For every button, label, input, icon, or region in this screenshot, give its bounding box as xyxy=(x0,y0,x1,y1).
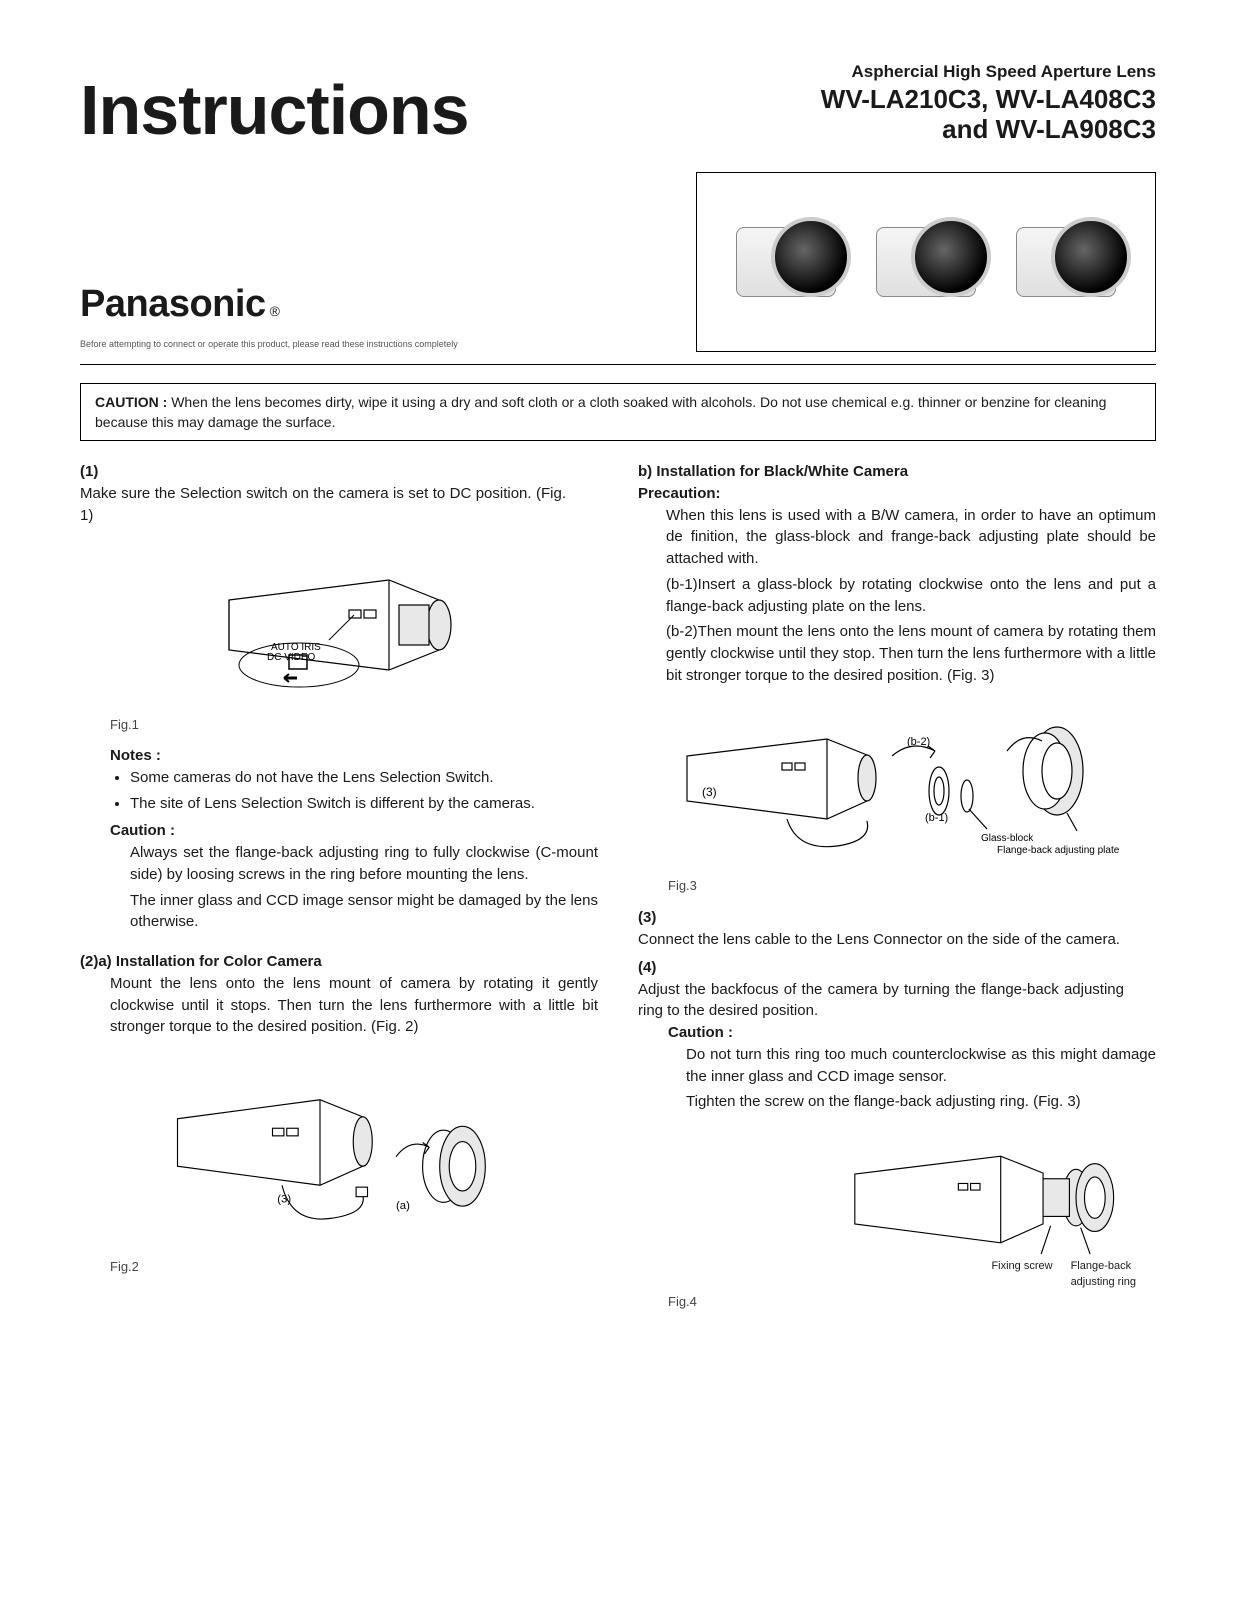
precaution-text: When this lens is used with a B/W camera… xyxy=(666,505,1156,570)
b2-label: (b-2) xyxy=(666,623,698,640)
right-column: b) Installation for Black/White Camera P… xyxy=(638,461,1156,1312)
step-2a: (2)a) Installation for Color Camera xyxy=(80,951,598,973)
b2-line: (b-2)Then mount the lens onto the lens m… xyxy=(666,621,1156,686)
step-2b-heading: b) Installation for Black/White Camera xyxy=(638,461,1156,483)
brand-logo: Panasonic ® xyxy=(80,277,279,332)
figure-3: (3) (b-1) (b-2) Glass-block Flange-back … xyxy=(638,701,1156,871)
product-image-box xyxy=(696,172,1156,352)
fig4-caption: Fig.4 xyxy=(668,1293,1156,1312)
precaution-heading: Precaution: xyxy=(638,483,1156,505)
figure-4: Fixing screw Flange-back adjusting ring xyxy=(638,1127,1156,1287)
fig3-label-b1: (b-1) xyxy=(925,812,948,824)
step-4-num: (4) xyxy=(638,957,666,979)
b2-text: Then mount the lens onto the lens mount … xyxy=(666,623,1156,684)
fig3-label-glass: Glass-block xyxy=(981,833,1034,844)
content-columns: (1) Make sure the Selection switch on th… xyxy=(80,461,1156,1312)
b1-text: Insert a glass-block by rotating clockwi… xyxy=(666,576,1156,615)
left-column: (1) Make sure the Selection switch on th… xyxy=(80,461,598,1312)
step-4-caution-p1: Do not turn this ring too much countercl… xyxy=(686,1044,1156,1088)
subtitle-line2: WV-LA210C3, WV-LA408C3 xyxy=(821,85,1156,115)
fig1-switch-bottom: DC VIDEO xyxy=(267,652,316,663)
lens-illustration-3 xyxy=(1006,207,1126,317)
horizontal-rule xyxy=(80,364,1156,365)
brand-note: Before attempting to connect or operate … xyxy=(80,338,458,351)
fig3-label-plate: Flange-back adjusting plate xyxy=(997,845,1120,856)
subtitle-block: Asphercial High Speed Aperture Lens WV-L… xyxy=(821,60,1156,144)
figure-1: AUTO IRIS DC VIDEO xyxy=(80,540,598,710)
fig2-label-3: (3) xyxy=(277,1194,291,1206)
step-4-caution-p2: Tighten the screw on the flange-back adj… xyxy=(686,1091,1156,1113)
step-1-num: (1) xyxy=(80,461,108,483)
fig2-label-a: (a) xyxy=(396,1200,410,1212)
notes-list: Some cameras do not have the Lens Select… xyxy=(130,767,598,815)
lens-illustration-2 xyxy=(866,207,986,317)
b1-line: (b-1)Insert a glass-block by rotating cl… xyxy=(666,574,1156,618)
fig3-label-b2: (b-2) xyxy=(907,736,930,748)
fig2-caption: Fig.2 xyxy=(110,1258,598,1277)
step-2a-text: Mount the lens onto the lens mount of ca… xyxy=(110,973,598,1038)
subtitle-line1: Asphercial High Speed Aperture Lens xyxy=(821,60,1156,85)
step-1: (1) Make sure the Selection switch on th… xyxy=(80,461,598,526)
camera-fig3-icon: (3) (b-1) (b-2) Glass-block Flange-back … xyxy=(667,701,1127,871)
brand-row: Panasonic ® Before attempting to connect… xyxy=(80,172,1156,352)
b1-label: (b-1) xyxy=(666,576,698,593)
fig4-label-ring: Flange-back adjusting ring xyxy=(1071,1259,1136,1291)
step-2a-heading: Installation for Color Camera xyxy=(116,953,322,970)
notes-heading: Notes : xyxy=(110,745,598,767)
fig1-caption: Fig.1 xyxy=(110,716,598,735)
note-2: The site of Lens Selection Switch is dif… xyxy=(130,793,598,815)
fig4-label-screw: Fixing screw xyxy=(991,1259,1052,1291)
caution-p2: The inner glass and CCD image sensor mig… xyxy=(130,890,598,934)
step-3-text: Connect the lens cable to the Lens Conne… xyxy=(638,929,1124,951)
main-title: Instructions xyxy=(80,60,469,162)
figure-2: (3) (a) xyxy=(80,1052,598,1252)
caution-heading-1: Caution : xyxy=(110,820,598,842)
caution-text: When the lens becomes dirty, wipe it usi… xyxy=(95,394,1106,430)
step-3: (3) Connect the lens cable to the Lens C… xyxy=(638,907,1156,951)
note-1: Some cameras do not have the Lens Select… xyxy=(130,767,598,789)
step-4-text: Adjust the backfocus of the camera by tu… xyxy=(638,979,1124,1023)
caution-box: CAUTION : When the lens becomes dirty, w… xyxy=(80,383,1156,442)
step-4-caution-heading: Caution : xyxy=(668,1022,1156,1044)
brand-text: Panasonic xyxy=(80,277,266,332)
step-1-text: Make sure the Selection switch on the ca… xyxy=(80,483,566,527)
step-2a-num: (2)a) xyxy=(80,953,112,970)
registered-mark: ® xyxy=(270,301,280,321)
step-3-num: (3) xyxy=(638,907,666,929)
header-row: Instructions Asphercial High Speed Apert… xyxy=(80,60,1156,162)
fig3-label-3: (3) xyxy=(702,785,717,799)
fig4-labels: Fixing screw Flange-back adjusting ring xyxy=(991,1259,1136,1291)
fig3-caption: Fig.3 xyxy=(668,877,1156,896)
caution-p1: Always set the flange-back adjusting rin… xyxy=(130,842,598,886)
caution-label: CAUTION : xyxy=(95,394,167,410)
step-4: (4) Adjust the backfocus of the camera b… xyxy=(638,957,1156,1022)
camera-fig1-icon: AUTO IRIS DC VIDEO xyxy=(189,550,489,700)
subtitle-line3: and WV-LA908C3 xyxy=(821,115,1156,145)
brand-column: Panasonic ® Before attempting to connect… xyxy=(80,277,458,351)
lens-illustration-1 xyxy=(726,207,846,317)
camera-fig2-icon: (3) (a) xyxy=(149,1057,529,1247)
